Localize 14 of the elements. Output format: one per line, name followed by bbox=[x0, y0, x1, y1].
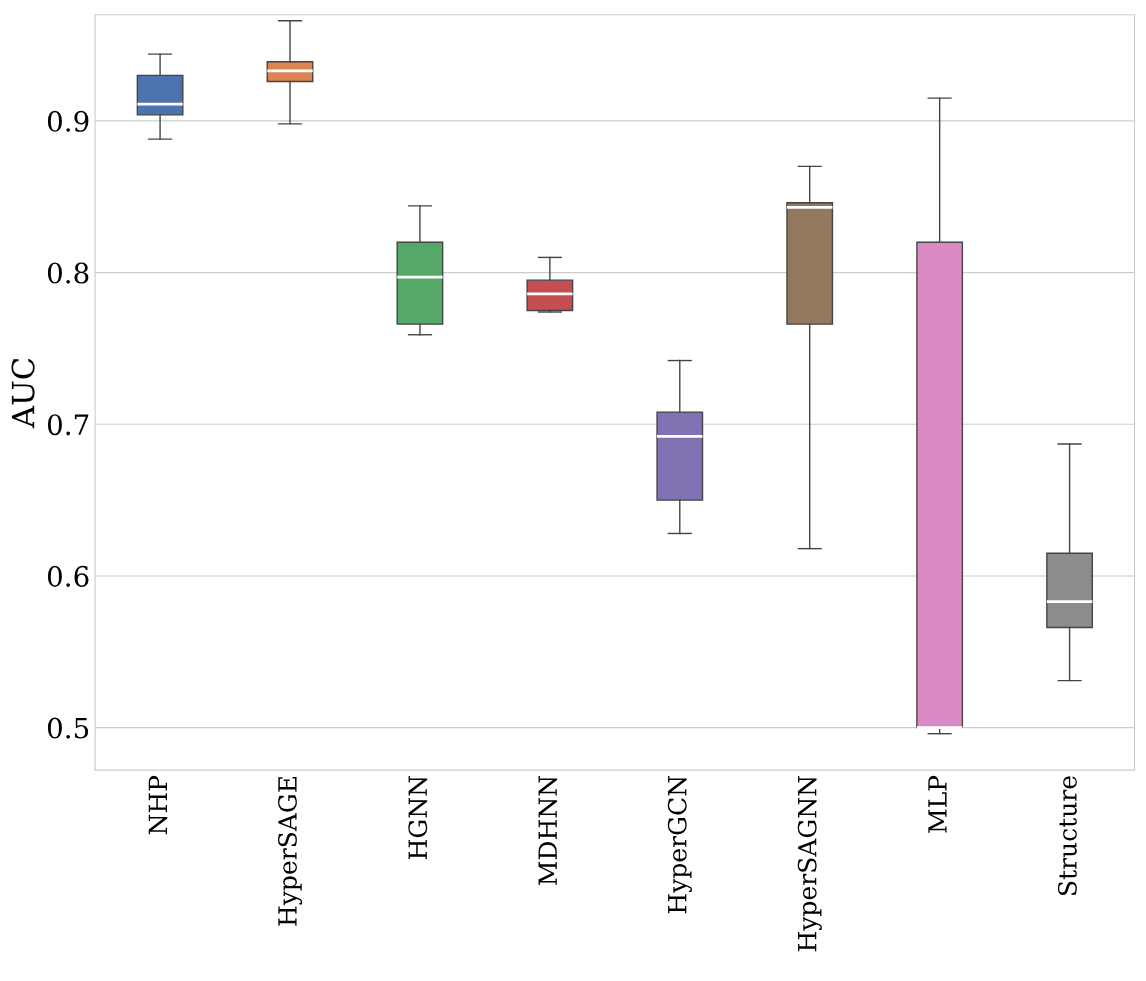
x-tick-label: NHP bbox=[148, 775, 168, 835]
y-tick-label: 0.7 bbox=[47, 414, 89, 436]
x-tick-label: MDHNN bbox=[538, 776, 558, 885]
y-tick-label: 0.6 bbox=[47, 565, 89, 587]
y-tick-label: 0.8 bbox=[47, 262, 89, 284]
x-tick-label: Structure bbox=[1057, 776, 1077, 895]
x-tick-label: MLP bbox=[928, 775, 947, 833]
x-tick-label: HyperSAGNN bbox=[797, 776, 822, 952]
y-tick-label: 0.9 bbox=[47, 110, 89, 132]
x-tick-label: HyperSAGE bbox=[278, 776, 303, 926]
y-tick-label: 0.5 bbox=[47, 717, 89, 739]
x-tick-label: HyperGCN bbox=[667, 776, 692, 914]
x-tick-label: HGNN bbox=[408, 776, 428, 860]
y-axis-title: AUC bbox=[11, 358, 35, 429]
